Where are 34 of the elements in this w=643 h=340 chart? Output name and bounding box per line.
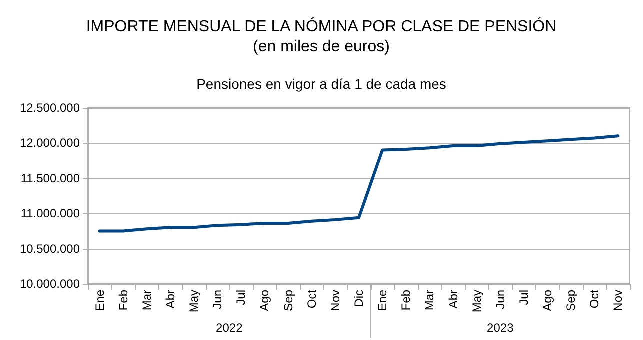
x-tick-label: Feb	[399, 290, 414, 311]
chart-subtitle: Pensiones en vigor a día 1 de cada mes	[196, 76, 446, 92]
x-tick-label: Ago	[258, 290, 272, 312]
x-tick-label: Abr	[163, 290, 178, 309]
text: 2022	[216, 321, 244, 335]
y-tick-label: 10.000.000	[20, 277, 80, 291]
x-tick-label: Sep	[281, 290, 296, 312]
y-tick-label: 12.000.000	[20, 136, 80, 150]
x-tick-label: Ene	[92, 290, 107, 312]
x-tick-label: May	[187, 290, 202, 313]
y-tick-label: 11.000.000	[20, 206, 80, 221]
x-tick-label: Nov	[328, 290, 342, 312]
x-tick-label: Dic	[352, 290, 366, 308]
x-tick-label: Nov	[611, 290, 626, 312]
x-tick-label: Abr	[446, 290, 460, 309]
x-tick-label: Mar	[422, 290, 437, 311]
y-tick-label: 12.500.000	[20, 101, 80, 115]
x-tick-label: May	[470, 290, 484, 313]
x-tick-label: Ago	[540, 290, 555, 312]
x-tick-label: Mar	[140, 290, 154, 311]
line-series	[98, 134, 620, 233]
x-tick-label: Jun	[493, 290, 508, 310]
x-tick-label: Feb	[116, 290, 130, 311]
y-tick-label: 11.500.000	[20, 171, 80, 186]
x-tick-label: Oct	[588, 289, 602, 309]
x-tick-label: Ene	[376, 290, 390, 312]
x-tick-label: Jun	[210, 290, 225, 310]
x-tick-label: Jul	[234, 290, 248, 306]
y-tick-label: 10.500.000	[20, 242, 80, 256]
x-tick-label: Sep	[564, 290, 578, 312]
x-tick-label: Jul	[516, 290, 531, 306]
x-tick-label: Oct	[304, 289, 319, 309]
text: 2023	[487, 321, 514, 335]
chart-title: IMPORTE MENSUAL DE LA NÓMINA POR CLASE DE PENSIÓN (en miles de euros)	[86, 18, 557, 56]
